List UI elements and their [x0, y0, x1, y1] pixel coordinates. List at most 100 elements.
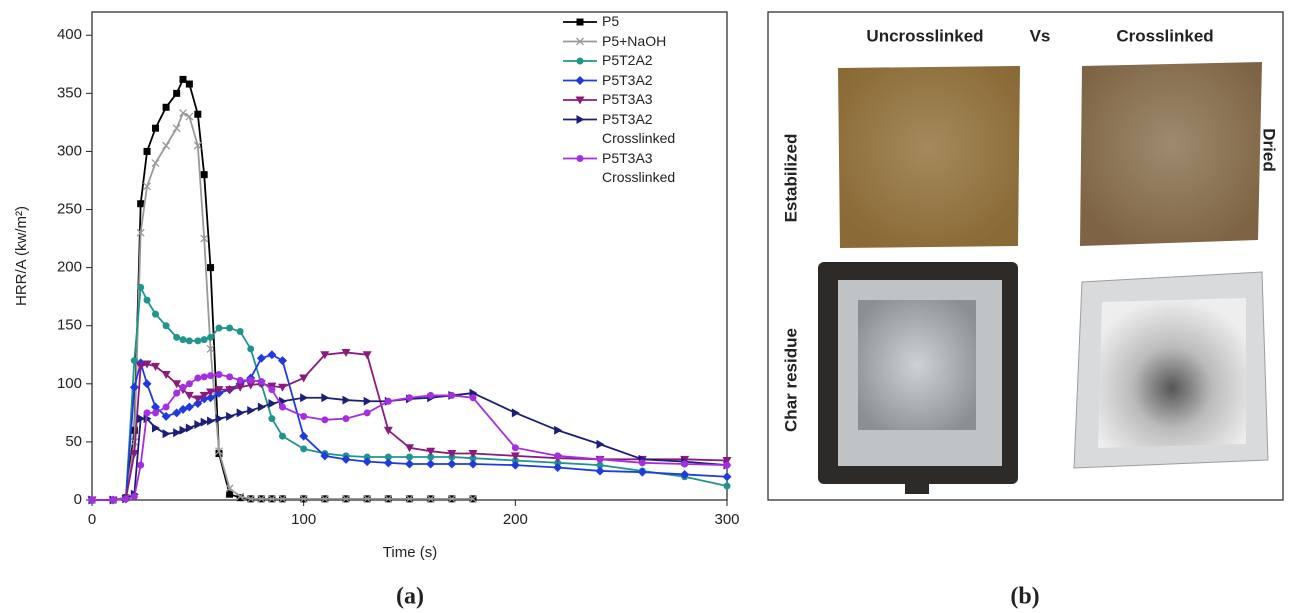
data-point	[383, 426, 393, 435]
data-point	[179, 383, 187, 391]
data-point	[267, 494, 276, 503]
data-point	[595, 466, 605, 476]
data-point	[172, 380, 182, 389]
data-point	[185, 337, 193, 345]
data-point	[236, 376, 244, 384]
x-tick-label: 200	[503, 511, 528, 528]
x-tick-label: 0	[88, 511, 96, 528]
data-point	[161, 371, 171, 380]
x-tick-label: 300	[714, 511, 739, 528]
data-point	[179, 109, 187, 118]
data-point	[185, 380, 193, 388]
data-point	[173, 89, 181, 97]
data-point	[267, 350, 277, 360]
sample-photo	[838, 66, 1020, 248]
data-point	[257, 402, 266, 412]
side-label: Dried	[1260, 128, 1279, 171]
data-point	[226, 324, 234, 332]
data-point	[320, 494, 329, 503]
data-point	[179, 336, 187, 344]
data-point	[257, 494, 266, 503]
data-point	[152, 124, 159, 132]
data-point	[427, 391, 435, 399]
data-point	[142, 360, 152, 369]
data-point	[426, 447, 436, 456]
data-point	[193, 399, 203, 409]
data-point	[152, 423, 160, 433]
data-point	[215, 447, 223, 456]
data-point	[88, 496, 96, 504]
data-point	[576, 57, 584, 65]
data-point	[130, 493, 138, 501]
data-point	[279, 432, 286, 440]
data-point	[193, 395, 203, 404]
sample-photo	[1080, 62, 1262, 246]
y-tick-label: 100	[57, 375, 82, 392]
data-point	[554, 425, 563, 435]
data-point	[129, 382, 139, 392]
data-point	[342, 415, 350, 423]
data-point	[384, 494, 393, 503]
data-point	[320, 351, 330, 360]
data-point	[268, 415, 276, 423]
data-point	[723, 461, 731, 469]
data-point	[722, 456, 732, 465]
data-point	[510, 460, 520, 470]
data-point	[162, 103, 170, 111]
data-point	[406, 394, 413, 402]
data-point	[575, 76, 585, 85]
data-point	[341, 348, 351, 357]
data-point	[575, 96, 585, 105]
data-point	[247, 345, 255, 353]
data-point	[268, 399, 277, 409]
data-point	[143, 147, 151, 155]
data-point	[136, 362, 146, 371]
data-point	[185, 112, 194, 121]
y-tick-label: 350	[57, 84, 82, 101]
data-point	[299, 494, 308, 503]
data-point	[162, 141, 171, 150]
data-point	[469, 454, 477, 462]
data-point	[405, 444, 414, 453]
data-point	[576, 115, 585, 124]
data-point	[447, 450, 457, 459]
data-point	[722, 472, 732, 482]
data-point	[179, 75, 187, 83]
legend-label: P5T3A2 Crosslinked	[602, 110, 676, 146]
data-point	[300, 393, 309, 403]
data-point	[363, 453, 371, 461]
data-point	[207, 372, 215, 380]
data-point	[137, 461, 145, 469]
data-point	[278, 383, 287, 392]
data-point	[207, 264, 215, 272]
data-point	[596, 455, 604, 463]
data-point	[215, 324, 223, 332]
data-point	[426, 494, 435, 503]
data-point	[199, 391, 209, 400]
legend-label: P5T3A2	[602, 71, 653, 88]
data-point	[342, 494, 350, 503]
data-point	[278, 494, 287, 503]
data-point	[194, 419, 203, 429]
data-point	[206, 388, 216, 397]
data-point	[179, 425, 188, 435]
data-point	[300, 445, 308, 453]
data-point	[207, 333, 215, 341]
data-point	[184, 391, 194, 400]
data-point	[109, 496, 117, 504]
data-point	[151, 362, 160, 371]
data-point	[553, 462, 563, 472]
data-point	[637, 467, 647, 477]
legend-label: P5+NaOH	[602, 32, 667, 49]
x-axis-label: Time (s)	[383, 544, 437, 561]
data-point	[321, 393, 330, 403]
data-point	[268, 386, 276, 394]
data-point	[468, 459, 478, 469]
data-point	[200, 373, 208, 381]
data-point	[321, 416, 329, 424]
data-point	[406, 453, 413, 461]
data-point	[142, 379, 152, 389]
data-point	[384, 453, 392, 461]
